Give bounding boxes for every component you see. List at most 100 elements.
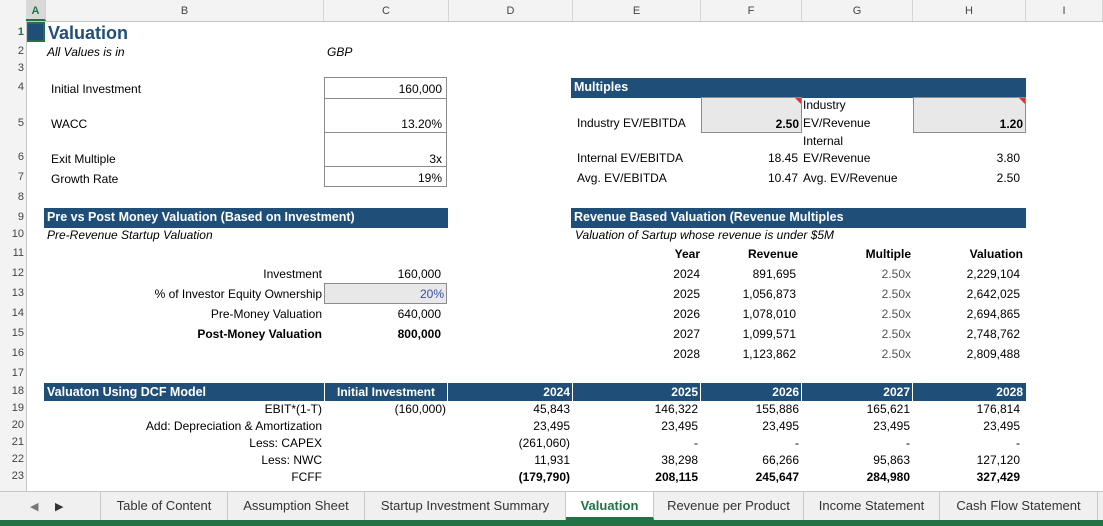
premoney-value: 640,000 (397, 307, 441, 321)
row-header[interactable]: 19 (11, 402, 24, 414)
selected-cell-a1[interactable] (27, 22, 45, 42)
dcf-header-divider (447, 383, 448, 401)
row-header[interactable]: 17 (11, 367, 24, 379)
industry-ev-revenue-cell[interactable]: 1.20 (913, 97, 1026, 133)
tab-valuation[interactable]: Valuation (566, 492, 654, 520)
initial-investment-cell[interactable]: 160,000 (324, 77, 447, 99)
select-all-corner[interactable] (0, 0, 27, 21)
comment-indicator-icon[interactable] (1019, 98, 1025, 104)
row-header[interactable]: 16 (11, 347, 24, 359)
internal-ev-ebitda-label: Internal EV/EBITDA (577, 151, 684, 165)
column-header-g[interactable]: G (802, 0, 913, 21)
column-header-b[interactable]: B (46, 0, 324, 21)
dcf-value-cell: 45,843 (533, 402, 570, 416)
postmoney-label: Post-Money Valuation (197, 327, 322, 341)
row-header[interactable]: 22 (11, 453, 24, 465)
scroll-tabs-left-icon[interactable]: ◀ (30, 501, 39, 513)
dcf-header-divider (912, 383, 913, 401)
industry-ev-revenue-label-1: Industry (803, 98, 846, 112)
premoney-label: Pre-Money Valuation (210, 307, 322, 321)
row-header[interactable]: 15 (11, 327, 24, 339)
dcf-col-year: 2028 (996, 385, 1023, 399)
row-header[interactable]: 11 (12, 247, 24, 259)
dcf-header: Valuaton Using DCF Model (47, 385, 207, 399)
col-year: Year (674, 247, 700, 261)
avg-ev-revenue-label: Avg. EV/Revenue (803, 171, 898, 185)
scroll-tabs-right-icon[interactable]: ▶ (55, 501, 64, 513)
column-header-f[interactable]: F (701, 0, 802, 21)
row-header[interactable]: 20 (11, 419, 24, 431)
column-header-a[interactable]: A (26, 0, 46, 21)
worksheet-grid[interactable]: Valuation All Values is in GBP Initial I… (27, 22, 1103, 491)
tab-table-of-content[interactable]: Table of Content (100, 492, 228, 520)
valuation-cell: 2,642,025 (966, 287, 1020, 301)
row-header[interactable]: 4 (17, 81, 24, 93)
tab-assumption-sheet[interactable]: Assumption Sheet (228, 492, 365, 520)
row-header[interactable]: 14 (11, 307, 24, 319)
multiples-header: Multiples (571, 78, 1026, 98)
row-header[interactable]: 18 (11, 385, 24, 397)
equity-cell[interactable]: 20% (324, 283, 447, 304)
valuation-cell: 2,809,488 (966, 347, 1020, 361)
wacc-cell[interactable]: 13.20% (324, 98, 447, 133)
year-cell: 2024 (673, 267, 700, 281)
column-header-h[interactable]: H (913, 0, 1026, 21)
tab-revenue-per-product[interactable]: Revenue per Product (654, 492, 804, 520)
row-header[interactable]: 12 (11, 267, 24, 279)
investment-label: Investment (263, 267, 322, 281)
industry-ev-ebitda-cell[interactable]: 2.50 (701, 97, 802, 133)
row-header-bar: 1 2 3 4 5 6 7 8 9 10 11 12 13 14 15 16 1… (0, 21, 27, 491)
dcf-value-cell: 245,647 (755, 470, 799, 484)
row-header[interactable]: 2 (17, 45, 24, 57)
row-header[interactable]: 8 (17, 191, 24, 203)
dcf-value-cell: 165,621 (866, 402, 910, 416)
comment-indicator-icon[interactable] (795, 98, 801, 104)
industry-ev-ebitda-label: Industry EV/EBITDA (577, 116, 686, 130)
tab-cash-flow-statement[interactable]: Cash Flow Statement (940, 492, 1098, 520)
dcf-row-label: EBIT*(1-T) (264, 402, 322, 416)
row-header[interactable]: 10 (11, 228, 24, 240)
dcf-value-cell: 127,120 (976, 453, 1020, 467)
dcf-value-cell: 23,495 (983, 419, 1020, 433)
dcf-value-cell: 38,298 (661, 453, 698, 467)
dcf-value-cell: 155,886 (755, 402, 799, 416)
revenue-cell: 1,078,010 (742, 307, 796, 321)
growth-rate-cell[interactable]: 19% (324, 166, 447, 187)
dcf-header-divider (801, 383, 802, 401)
industry-ev-revenue-value: 1.20 (999, 117, 1023, 131)
dcf-value-cell: - (906, 436, 910, 450)
row-header[interactable]: 5 (17, 117, 24, 129)
wacc-value: 13.20% (401, 117, 442, 131)
column-header-d[interactable]: D (449, 0, 573, 21)
status-bar (0, 520, 1103, 526)
column-header-bar: A B C D E F G H I (0, 0, 1103, 22)
revenue-cell: 891,695 (752, 267, 796, 281)
dcf-value-cell: 11,931 (534, 453, 570, 467)
row-header[interactable]: 23 (11, 470, 24, 482)
dcf-value-cell: 176,814 (976, 402, 1020, 416)
tab-startup-investment-summary[interactable]: Startup Investment Summary (365, 492, 566, 520)
dcf-value-cell: 284,980 (866, 470, 910, 484)
initial-investment-value: 160,000 (398, 82, 442, 96)
currency-label: All Values is in (47, 45, 125, 59)
tab-income-statement[interactable]: Income Statement (804, 492, 940, 520)
row-header[interactable]: 7 (17, 171, 24, 183)
row-header[interactable]: 3 (17, 62, 24, 74)
row-header[interactable]: 9 (17, 211, 24, 223)
row-header[interactable]: 6 (17, 151, 24, 163)
column-header-c[interactable]: C (324, 0, 449, 21)
dcf-col-year: 2027 (883, 385, 910, 399)
row-header[interactable]: 21 (11, 436, 24, 448)
prepost-subheader: Pre-Revenue Startup Valuation (47, 228, 213, 242)
row-header[interactable]: 13 (11, 287, 24, 299)
column-header-e[interactable]: E (573, 0, 701, 21)
dcf-value-cell: 23,495 (762, 419, 799, 433)
internal-ev-revenue-label-1: Internal (803, 134, 844, 148)
page-title: Valuation (48, 23, 129, 43)
row-header[interactable]: 1 (17, 26, 24, 38)
industry-ev-revenue-label-2: EV/Revenue (803, 116, 871, 130)
revenue-cell: 1,099,571 (742, 327, 796, 341)
exit-multiple-cell[interactable]: 3x (324, 132, 447, 167)
column-header-i[interactable]: I (1026, 0, 1103, 21)
dcf-col-year: 2025 (671, 385, 698, 399)
